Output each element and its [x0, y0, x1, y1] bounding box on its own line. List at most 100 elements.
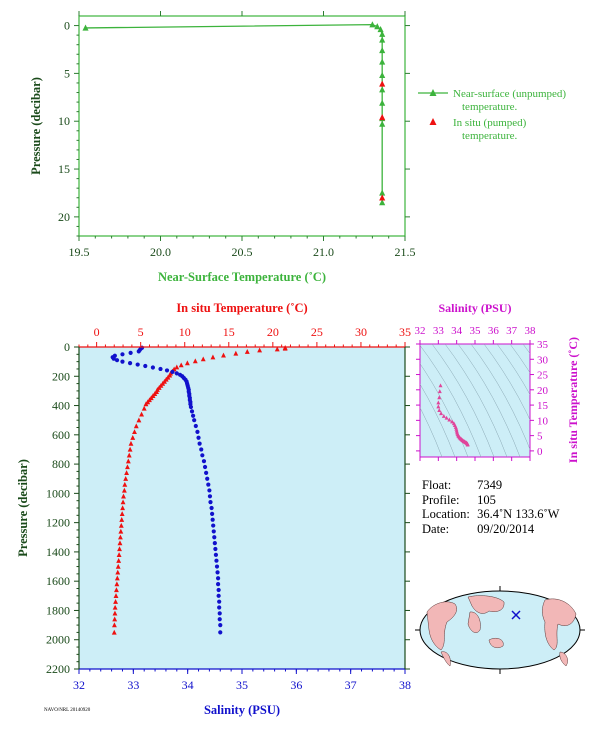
salinity-profile-point [218, 630, 223, 635]
surface-temp-point [379, 30, 386, 37]
salinity-profile-point [202, 464, 208, 470]
ts-x-tick-label: 32 [415, 325, 426, 337]
ts-y-tick-label: 0 [537, 446, 543, 458]
salinity-profile-point [217, 611, 222, 616]
pressure-tick-label: 400 [52, 399, 70, 413]
salinity-tick-label: 34 [182, 678, 194, 692]
insitu-temp-profile-point [121, 493, 126, 499]
insitu-temp-profile-point [282, 345, 288, 351]
salinity-tick-label: 32 [73, 678, 85, 692]
density-contour [496, 344, 530, 396]
density-contour [420, 407, 443, 457]
ts-x-tick-label: 35 [470, 325, 482, 337]
profile-row: Profile: 105 [422, 493, 559, 508]
insitu-temp-profile-point [125, 464, 130, 470]
temp-tick-label: 30 [355, 325, 367, 339]
ts-series [436, 383, 470, 447]
profile-y-axis-label: Pressure (decibar) [16, 459, 30, 557]
ts-density-contours [420, 344, 530, 457]
insitu-temp-profile-point [141, 405, 147, 411]
location-value: 36.4˚N 133.6˚W [477, 507, 560, 521]
salinity-profile-point [205, 476, 210, 481]
ts-point [437, 395, 442, 400]
surface-temp-point [369, 21, 376, 28]
density-contour [420, 344, 482, 457]
ts-y-tick-label: 25 [537, 370, 549, 382]
surface-temp-point [379, 86, 386, 93]
temp-tick-label: 15 [223, 325, 235, 339]
profile-series [110, 345, 288, 635]
salinity-profile-point [158, 366, 163, 372]
salinity-profile-point [127, 361, 133, 366]
salinity-profile-point [207, 494, 213, 499]
salinity-profile-point [217, 605, 222, 610]
salinity-profile-point [114, 358, 120, 363]
insitu-temp-profile-point [117, 540, 123, 546]
legend-marker-surface [429, 89, 437, 96]
surface-temp-point [379, 120, 386, 127]
ts-x-tick-label: 33 [433, 325, 445, 337]
top-y-tick-label: 20 [58, 210, 70, 224]
ts-y-tick-label: 35 [537, 339, 549, 351]
salinity-profile-point [214, 558, 219, 563]
float-info: Float: 7349 Profile: 105 Location: 36.4˚… [422, 478, 559, 536]
salinity-profile-point [120, 359, 125, 364]
density-contour [420, 363, 469, 457]
top-x-tick-label: 20.5 [232, 245, 253, 259]
top-axes: 19.5 20.0 20.5 21.0 21.5 0 5 10 15 20 [58, 11, 416, 259]
salinity-profile-point [196, 435, 201, 440]
top-x-tick-label: 20.0 [150, 245, 171, 259]
insitu-temp-point [379, 194, 386, 201]
insitu-temp-profile-point [132, 429, 137, 435]
profile-axes: 0 5 10 15 20 25 30 35 32 33 34 35 36 37 38 0 200 400 600 80… [46, 325, 411, 692]
surface-temp-point [379, 58, 386, 65]
density-contour [509, 344, 530, 374]
insitu-temp-profile-point [114, 587, 119, 593]
temp-tick-label: 20 [267, 325, 279, 339]
location-map [415, 586, 585, 674]
insitu-temp-profile-point [116, 557, 122, 563]
location-marker-b [511, 610, 521, 620]
salinity-tick-label: 37 [345, 678, 357, 692]
salinity-profile-point [211, 523, 216, 528]
location-label: Location: [422, 507, 470, 521]
salinity-profile-point [213, 546, 218, 552]
insitu-temp-point [379, 80, 386, 87]
profile-plot-background [79, 347, 405, 669]
surface-temp-point [379, 71, 386, 79]
insitu-temp-profile-point [123, 476, 129, 481]
salinity-profile-point [143, 363, 148, 369]
pressure-tick-label: 0 [64, 340, 70, 354]
insitu-temp-profile-point [124, 470, 130, 476]
ts-point [436, 400, 441, 405]
insitu-temp-profile-point [112, 616, 118, 622]
ts-point [438, 383, 443, 388]
insitu-temp-profile-point [122, 481, 128, 487]
top-x-axis-label: Near-Surface Temperature (˚C) [158, 270, 326, 284]
surface-temp-point [82, 24, 89, 31]
insitu-temp-profile-point [112, 604, 118, 610]
salinity-profile-point [212, 535, 217, 540]
ts-x-tick-label: 36 [488, 325, 500, 337]
date-label: Date: [422, 521, 450, 536]
ts-y-tick-label: 5 [537, 431, 543, 443]
salinity-profile-point [210, 517, 215, 522]
insitu-temp-profile-point [119, 517, 125, 522]
insitu-temp-axis-label: In situ Temperature (˚C) [176, 301, 307, 315]
density-contour [470, 344, 530, 451]
location-row: Location: 36.4˚N 133.6˚W [422, 507, 559, 522]
insitu-temp-profile-point [125, 458, 131, 464]
insitu-temp-profile-point [257, 347, 263, 353]
salinity-profile-point [215, 576, 221, 581]
ts-point [436, 404, 441, 409]
ts-y-tick-label: 30 [537, 354, 549, 366]
surface-temp-point [379, 199, 386, 206]
top-legend: Near-surface (unpumped) temperature. In … [418, 88, 566, 142]
ts-point [437, 389, 442, 394]
insitu-temp-profile-point [118, 528, 124, 534]
date-row: Date: 09/20/2014 [422, 522, 559, 537]
temp-tick-label: 0 [94, 325, 100, 339]
insitu-temp-profile-point [133, 423, 139, 429]
temp-tick-label: 10 [179, 325, 191, 339]
